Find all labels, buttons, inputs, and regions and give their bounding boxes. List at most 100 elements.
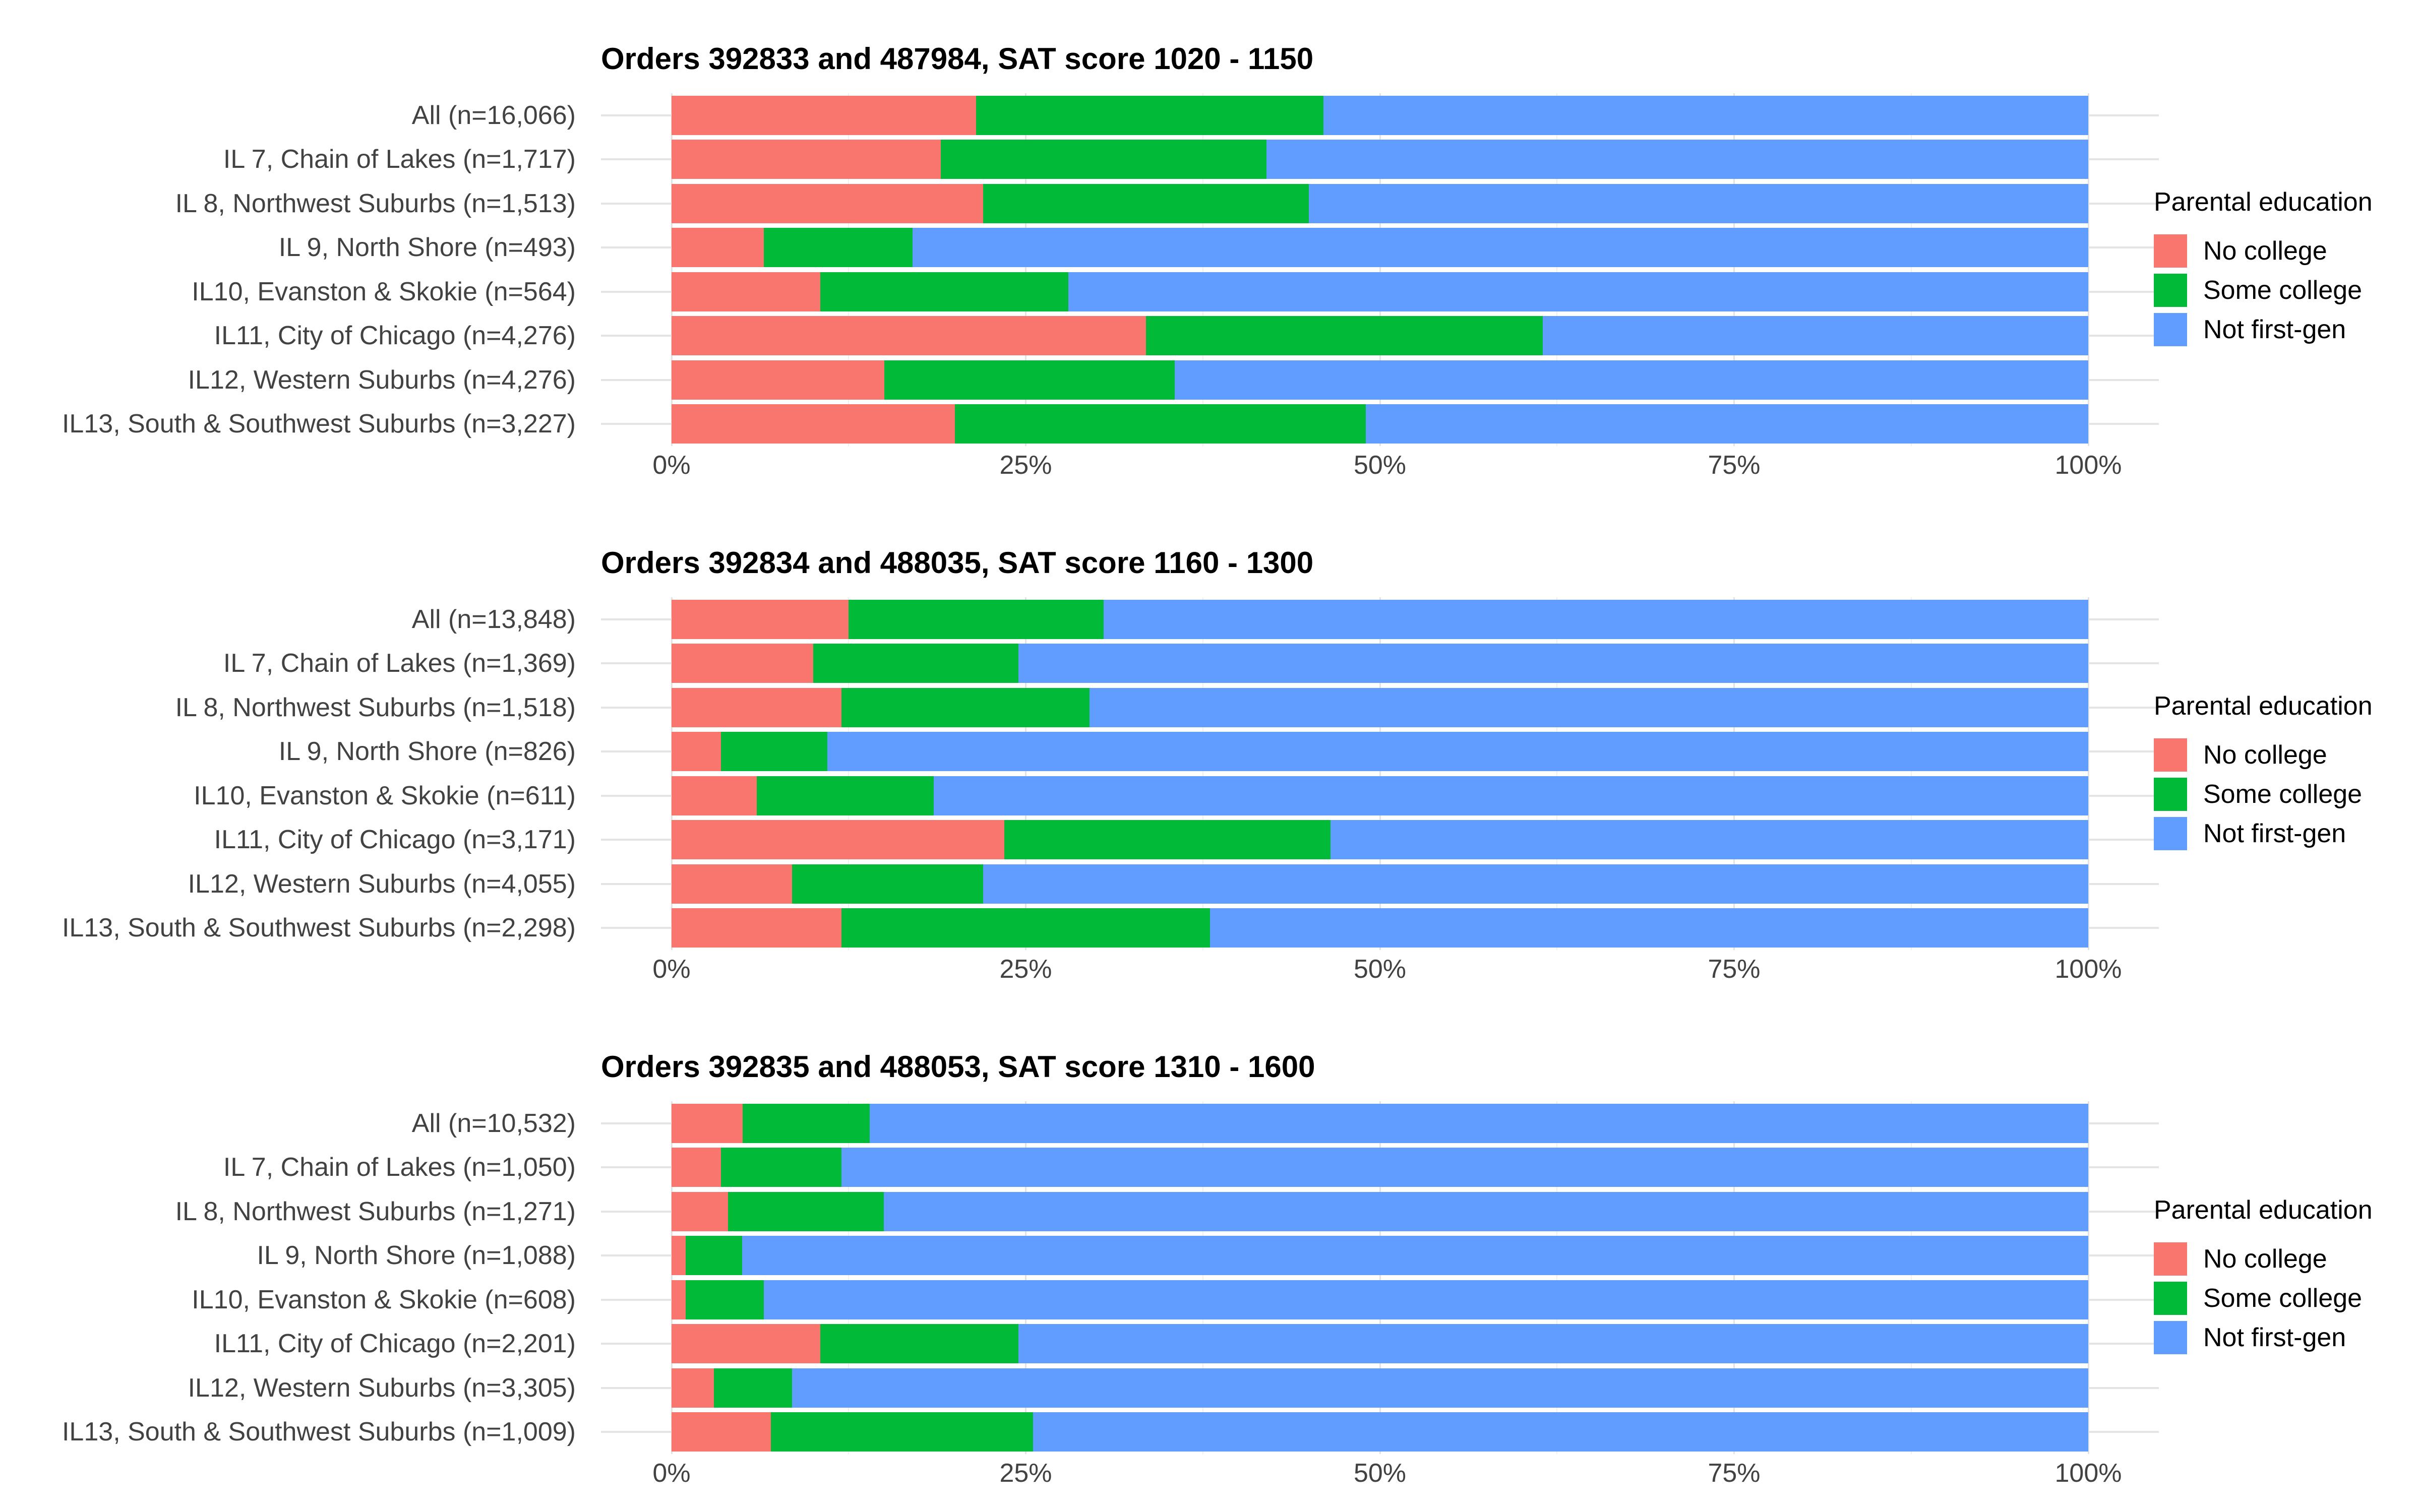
bar-segment-some-college — [849, 599, 1104, 639]
legend-key-swatch-icon — [2154, 778, 2187, 811]
bar-row — [672, 228, 2088, 268]
bar-segment-no-college — [672, 864, 792, 904]
gridline-major — [1733, 93, 1735, 446]
bar-segment-no-college — [672, 1191, 729, 1231]
legend-item-no-college: No college — [2154, 1242, 2373, 1276]
legend-item-not-first-gen: Not first-gen — [2154, 313, 2373, 346]
bar-row — [672, 776, 2088, 815]
bar-segment-no-college — [672, 183, 984, 223]
bar-segment-not-first-gen — [1365, 404, 2088, 444]
bar-segment-some-college — [983, 183, 1309, 223]
legend-key-swatch-icon — [2154, 1282, 2187, 1315]
bar-segment-some-college — [1146, 316, 1543, 356]
legend-item-no-college: No college — [2154, 738, 2373, 772]
legend-title: Parental education — [2154, 691, 2373, 721]
y-axis-label: IL10, Evanston & Skokie (n=611) — [194, 781, 576, 810]
bar-segment-not-first-gen — [1089, 687, 2088, 727]
gridline-major — [1025, 597, 1026, 950]
legend-key-swatch-icon — [2154, 817, 2187, 850]
x-axis-tick-label: 25% — [999, 451, 1052, 480]
bar-row — [672, 1103, 2088, 1143]
bar-segment-some-college — [1004, 820, 1330, 860]
gridline-major — [1379, 597, 1381, 950]
y-axis-label: IL 9, North Shore (n=493) — [278, 233, 576, 263]
legend-label: No college — [2203, 236, 2327, 266]
bar-row — [672, 1280, 2088, 1319]
plot-panel — [601, 597, 2159, 950]
gridline-major — [1733, 597, 1735, 950]
gridline-minor — [1556, 93, 1558, 446]
legend-key-swatch-icon — [2154, 1321, 2187, 1354]
bar-segment-not-first-gen — [1174, 360, 2088, 400]
legend-item-not-first-gen: Not first-gen — [2154, 1321, 2373, 1354]
gridline-minor — [1910, 1101, 1912, 1454]
bar-segment-some-college — [792, 864, 984, 904]
bar-segment-some-college — [841, 687, 1090, 727]
bar-row — [672, 820, 2088, 860]
legend-label: No college — [2203, 1244, 2327, 1274]
legend-item-not-first-gen: Not first-gen — [2154, 817, 2373, 850]
gridline-major — [2087, 1101, 2089, 1454]
gridline-major — [1379, 1101, 1381, 1454]
chart-sat-1160-1300: Orders 392834 and 488035, SAT score 1160… — [0, 504, 2420, 1008]
x-axis-tick-label: 0% — [652, 955, 691, 984]
bar-segment-not-first-gen — [841, 1148, 2088, 1187]
bar-segment-some-college — [955, 404, 1366, 444]
y-axis-label: IL 8, Northwest Suburbs (n=1,518) — [175, 692, 576, 722]
y-axis-label: IL 7, Chain of Lakes (n=1,369) — [223, 649, 576, 678]
y-axis-label: All (n=10,532) — [411, 1108, 576, 1138]
legend-label: Some college — [2203, 1284, 2363, 1313]
bar-segment-not-first-gen — [1266, 140, 2088, 179]
y-axis-label: All (n=16,066) — [411, 100, 576, 130]
bar-row — [672, 599, 2088, 639]
bar-row — [672, 183, 2088, 223]
bar-segment-not-first-gen — [1033, 1412, 2088, 1452]
bar-row — [672, 1412, 2088, 1452]
gridline-major — [1733, 1101, 1735, 1454]
gridline-major — [2087, 597, 2089, 950]
bar-segment-some-college — [884, 360, 1175, 400]
bar-row — [672, 644, 2088, 683]
bar-segment-no-college — [672, 1412, 771, 1452]
bar-segment-some-college — [820, 1324, 1019, 1364]
bar-segment-no-college — [672, 599, 849, 639]
gridline-minor — [1202, 597, 1203, 950]
bar-row — [672, 1324, 2088, 1364]
legend-title: Parental education — [2154, 1195, 2373, 1225]
bar-segment-no-college — [672, 316, 1146, 356]
bar-segment-some-college — [686, 1280, 764, 1319]
y-axis-label: IL13, South & Southwest Suburbs (n=1,009… — [62, 1417, 576, 1447]
legend-label: Not first-gen — [2203, 1323, 2346, 1352]
bar-segment-no-college — [672, 95, 977, 135]
bar-segment-some-college — [770, 1412, 1033, 1452]
bar-segment-no-college — [672, 644, 813, 683]
y-axis-label: IL11, City of Chicago (n=4,276) — [214, 321, 576, 351]
y-axis-label: IL12, Western Suburbs (n=3,305) — [188, 1373, 576, 1403]
bar-segment-some-college — [756, 776, 934, 815]
gridline-minor — [1202, 93, 1203, 446]
legend-item-some-college: Some college — [2154, 1282, 2373, 1315]
bar-segment-not-first-gen — [1104, 599, 2088, 639]
bar-segment-not-first-gen — [827, 732, 2088, 772]
bar-segment-some-college — [686, 1236, 743, 1276]
gridline-minor — [1202, 1101, 1203, 1454]
bar-segment-some-college — [976, 95, 1323, 135]
bar-segment-some-college — [841, 908, 1210, 948]
chart-sat-1310-1600: Orders 392835 and 488053, SAT score 1310… — [0, 1008, 2420, 1512]
gridline-minor — [848, 597, 850, 950]
bar-segment-no-college — [672, 776, 757, 815]
bar-segment-no-college — [672, 404, 955, 444]
legend-label: Not first-gen — [2203, 819, 2346, 848]
bar-segment-no-college — [672, 820, 1005, 860]
legend: Parental education No college Some college… — [2154, 691, 2373, 856]
legend: Parental education No college Some college… — [2154, 1195, 2373, 1360]
gridline-major — [1025, 1101, 1026, 1454]
bar-segment-no-college — [672, 360, 884, 400]
bar-segment-not-first-gen — [1018, 644, 2088, 683]
legend-key-swatch-icon — [2154, 234, 2187, 268]
legend-item-some-college: Some college — [2154, 778, 2373, 811]
x-axis-tick-label: 25% — [999, 955, 1052, 984]
bar-row — [672, 360, 2088, 400]
bar-segment-not-first-gen — [870, 1103, 2088, 1143]
legend-label: Some college — [2203, 276, 2363, 305]
